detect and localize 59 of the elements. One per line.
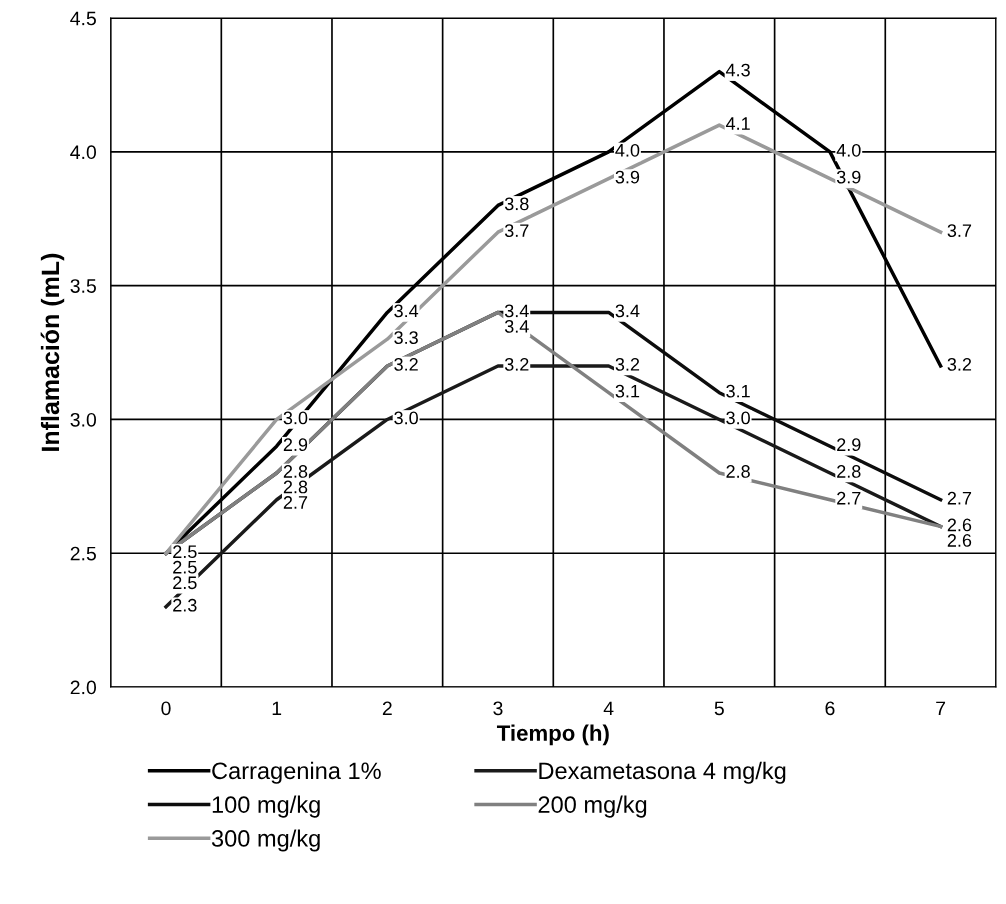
data-label: 3.3 [394,331,418,345]
x-axis-title: Tiempo (h) [496,724,609,746]
data-label: 2.7 [283,496,308,509]
y-tick-label: 4.5 [70,11,96,26]
data-label: 2.8 [283,480,308,494]
data-label: 3.2 [394,358,418,371]
data-label: 3.0 [394,411,418,425]
data-label: 2.6 [947,518,972,532]
x-tick-label: 1 [272,701,282,716]
data-label: 3.2 [615,358,640,371]
y-tick-label: 3.0 [70,412,97,427]
data-label: 3.9 [836,170,861,184]
y-tick-label: 2.5 [70,546,96,561]
data-label: 4.0 [836,143,861,157]
x-tick-label: 5 [714,701,724,716]
data-label: 2.9 [283,438,308,452]
data-label: 2.5 [173,560,197,574]
y-tick-label: 3.5 [70,279,96,293]
x-tick-label: 4 [603,701,614,716]
legend-label: Dexametasona 4 mg/kg [539,761,786,784]
legend-label: 200 mg/kg [538,795,647,818]
data-label: 3.2 [504,358,529,371]
data-label: 3.2 [947,358,972,371]
data-label: 3.7 [504,224,529,237]
data-label: 3.1 [726,384,750,398]
data-label: 2.7 [947,491,972,505]
legend-label: 100 mg/kg [212,795,320,818]
data-label: 3.1 [615,384,640,398]
data-label: 3.7 [947,224,972,237]
data-label: 2.8 [726,465,750,478]
data-label: 4.0 [615,143,640,157]
x-tick-label: 2 [382,701,392,716]
data-label: 3.4 [504,320,529,333]
data-label: 2.3 [173,598,197,612]
data-label: 2.5 [173,545,197,559]
x-tick-label: 0 [161,701,171,716]
x-tick-label: 7 [936,701,946,716]
data-label: 2.5 [173,576,197,590]
data-label: 2.8 [283,465,308,478]
legend-label: 300 mg/kg [211,829,320,852]
data-label: 2.8 [837,465,861,478]
data-label: 2.9 [837,438,861,452]
y-tick-label: 4.0 [70,145,97,160]
x-tick-label: 3 [493,701,503,716]
data-label: 3.4 [394,304,419,318]
data-label: 4.3 [725,63,750,77]
data-label: 3.4 [615,304,640,318]
y-axis-title: Inflamación (mL) [40,253,65,451]
data-label: 3.9 [615,170,640,184]
data-label: 3.0 [283,411,308,425]
legend-label: Carragenina 1% [212,761,381,784]
data-label: 3.8 [504,197,529,211]
data-label: 2.7 [837,491,861,505]
x-tick-label: 6 [825,701,835,716]
data-label: 2.6 [947,534,972,547]
data-label: 3.4 [504,304,529,318]
data-label: 3.0 [726,411,750,425]
data-label: 4.1 [725,117,750,130]
y-tick-label: 2.0 [70,680,97,695]
